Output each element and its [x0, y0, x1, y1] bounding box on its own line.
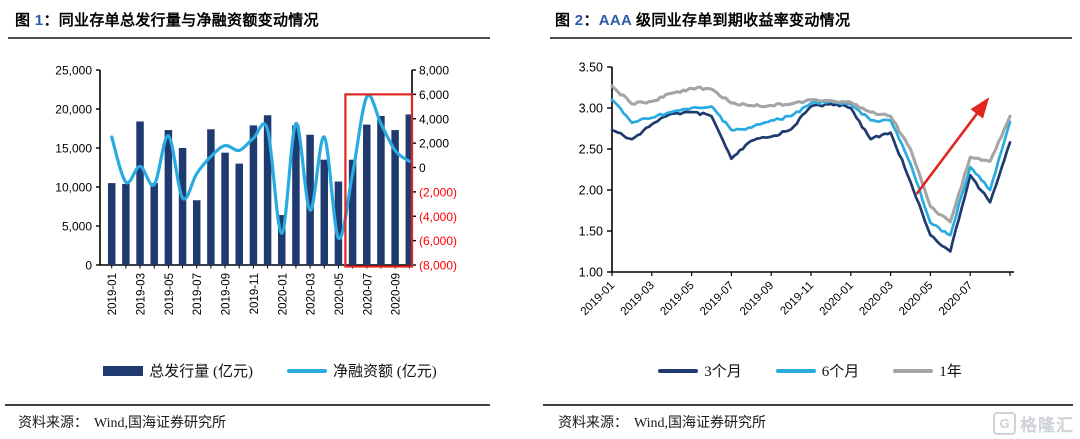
svg-text:2019-07: 2019-07	[698, 280, 736, 318]
svg-text:2019-09: 2019-09	[221, 273, 233, 315]
fig1-highlight-box	[344, 93, 414, 268]
legend-line-swatch	[658, 368, 699, 373]
title-segment: ：	[43, 12, 59, 29]
svg-text:2020-07: 2020-07	[937, 280, 975, 318]
svg-text:8,000: 8,000	[419, 64, 449, 78]
gelonghui-g-icon: G	[993, 412, 1016, 435]
fig2-axes: 1.00 1.50 2.00 2.50 3.00 3.50	[579, 61, 1014, 280]
fig2-trend-arrow	[915, 97, 990, 195]
svg-text:2020-01: 2020-01	[277, 273, 289, 315]
svg-text:2019-01: 2019-01	[107, 273, 119, 315]
gelonghui-watermark-text: 格隆汇	[1020, 416, 1074, 435]
figure2-title: 图 2：AAA 级同业存单到期收益率变动情况	[555, 9, 850, 30]
fig1-bars	[107, 114, 414, 266]
svg-text:2020-03: 2020-03	[306, 273, 318, 315]
svg-text:25,000: 25,000	[55, 64, 92, 78]
title-segment: 图	[15, 12, 35, 29]
title-segment: 级同业存单到期收益率变动情况	[631, 12, 851, 29]
title-segment: 同业存单总发行量与净融资额变动情况	[58, 12, 319, 29]
svg-text:2020-07: 2020-07	[362, 273, 374, 315]
svg-text:2019-07: 2019-07	[192, 273, 204, 315]
figure1-chart-svg: 0 5,000 10,000 15,000 20,000 25,000 8,000 6,000…	[55, 64, 457, 316]
svg-text:3.50: 3.50	[579, 61, 603, 75]
legend-item: 3个月	[658, 360, 742, 381]
svg-text:0: 0	[419, 161, 426, 175]
figure2-footer-rule	[543, 404, 1073, 406]
svg-text:(2,000): (2,000)	[419, 185, 457, 199]
figure1-title: 图 1：同业存单总发行量与净融资额变动情况	[15, 9, 319, 30]
svg-text:1.50: 1.50	[579, 225, 603, 239]
svg-text:2019-03: 2019-03	[136, 273, 148, 315]
figure2-source: 资料来源： Wind,国海证券研究所	[558, 412, 766, 432]
svg-text:(8,000): (8,000)	[419, 259, 457, 273]
source-label: 资料来源：	[18, 416, 88, 431]
figure1-footer-rule	[5, 404, 490, 406]
svg-text:2019-01: 2019-01	[579, 280, 617, 318]
fig1-net-financing-line	[110, 93, 411, 240]
svg-text:6,000: 6,000	[419, 88, 449, 102]
legend-item: 总发行量 (亿元)	[103, 360, 253, 381]
figure1-panel: 图 1：同业存单总发行量与净融资额变动情况 0 5,000 10,000 15,000…	[0, 9, 540, 432]
svg-text:2019-05: 2019-05	[658, 280, 696, 318]
svg-text:5,000: 5,000	[62, 220, 92, 234]
source-text: Wind,国海证券研究所	[94, 416, 227, 431]
fig2-x-labels: 2019-01 2019-03 2019-05 2019-07 2019-09 2019-…	[579, 280, 976, 318]
legend-item: 6个月	[775, 360, 860, 381]
legend-label: 净融资额 (亿元)	[333, 364, 437, 380]
svg-text:15,000: 15,000	[55, 142, 92, 156]
svg-text:10,000: 10,000	[55, 181, 92, 195]
svg-text:2019-11: 2019-11	[249, 273, 261, 314]
fig2-line-1	[610, 102, 1012, 253]
legend-bar-swatch	[103, 365, 144, 376]
legend-line-swatch	[893, 368, 934, 373]
legend-line-swatch	[287, 368, 327, 373]
source-text: Wind,国海证券研究所	[634, 416, 767, 431]
gelonghui-watermark: G 格隆汇	[993, 411, 1074, 436]
legend-label: 1年	[939, 364, 962, 380]
svg-text:2.50: 2.50	[579, 143, 603, 157]
legend-label: 总发行量 (亿元)	[149, 364, 253, 380]
fig1-axes: 0 5,000 10,000 15,000 20,000 25,000 8,000 6,000…	[55, 64, 457, 273]
title-segment: 图	[555, 12, 575, 29]
svg-text:2019-05: 2019-05	[164, 273, 176, 315]
fig1-x-labels: 2019-01 2019-03 2019-05 2019-07 2019-09 2019-…	[107, 273, 402, 315]
svg-text:2020-09: 2020-09	[391, 273, 403, 315]
source-label: 资料来源：	[558, 416, 628, 431]
figure2-title-underline	[550, 37, 1072, 39]
title-segment: AAA	[598, 12, 632, 29]
legend-item: 净融资额 (亿元)	[287, 360, 437, 381]
svg-text:2,000: 2,000	[419, 137, 449, 151]
svg-text:2020-05: 2020-05	[897, 280, 935, 318]
svg-text:2020-03: 2020-03	[857, 280, 895, 318]
svg-text:20,000: 20,000	[55, 103, 92, 117]
legend-label: 6个月	[821, 364, 860, 380]
figure2-legend: 3个月 6个月 1年	[540, 360, 1080, 381]
svg-text:0: 0	[85, 259, 92, 273]
fig2-line-2	[610, 98, 1012, 237]
legend-item: 1年	[893, 360, 962, 381]
svg-text:(4,000): (4,000)	[419, 210, 457, 224]
svg-text:2019-11: 2019-11	[778, 280, 816, 318]
svg-text:2.00: 2.00	[579, 184, 603, 198]
figure1-legend: 总发行量 (亿元) 净融资额 (亿元)	[0, 360, 540, 381]
svg-text:1.00: 1.00	[579, 266, 603, 280]
svg-text:2019-09: 2019-09	[738, 280, 776, 318]
svg-text:3.00: 3.00	[579, 102, 603, 116]
svg-text:2020-01: 2020-01	[818, 280, 856, 318]
legend-label: 3个月	[704, 364, 742, 380]
svg-text:4,000: 4,000	[419, 112, 449, 126]
figure1-source: 资料来源： Wind,国海证券研究所	[18, 412, 226, 432]
legend-line-swatch	[775, 368, 816, 373]
svg-text:2019-03: 2019-03	[619, 280, 657, 318]
title-segment: ：	[583, 12, 599, 29]
figure1-title-underline	[8, 37, 490, 39]
title-segment: 1	[34, 12, 44, 29]
svg-text:2020-05: 2020-05	[334, 273, 346, 315]
figure2-panel: 图 2：AAA 级同业存单到期收益率变动情况 1.00 1.50 2.00 2.50 3…	[540, 0, 1080, 439]
title-segment: 2	[574, 12, 584, 29]
fig2-line-3	[610, 84, 1012, 224]
svg-text:(6,000): (6,000)	[419, 234, 457, 248]
